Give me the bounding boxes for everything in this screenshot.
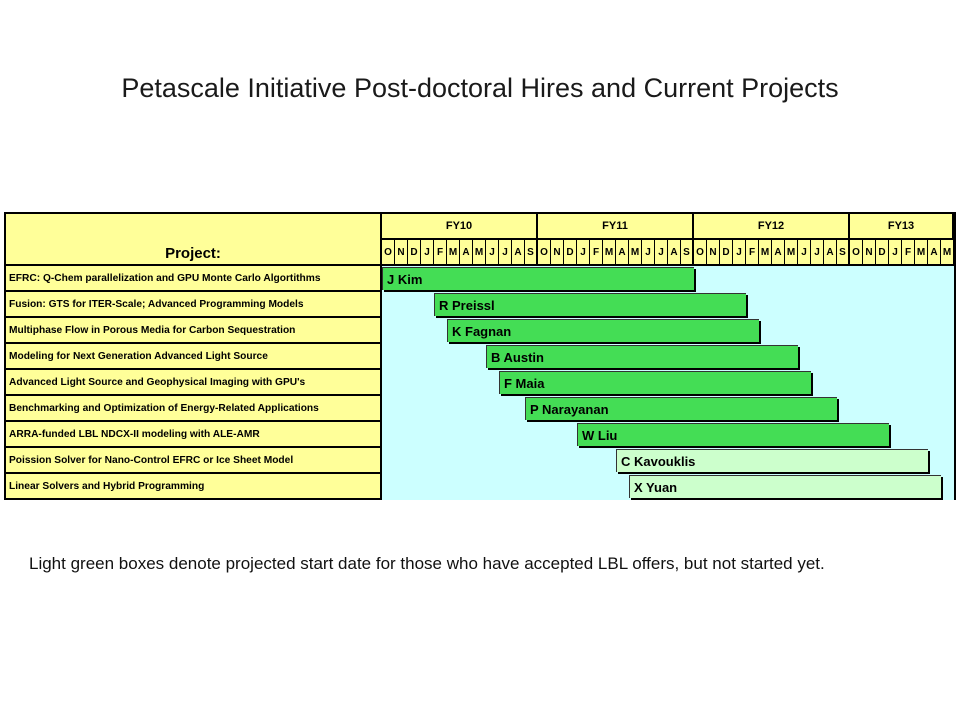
month-header: M xyxy=(603,240,616,266)
fiscal-year-header: FY11 xyxy=(538,214,694,240)
month-header: S xyxy=(681,240,694,266)
project-column-header: Project: xyxy=(6,214,382,266)
month-header: A xyxy=(668,240,681,266)
month-header: J xyxy=(655,240,668,266)
fiscal-year-header: FY10 xyxy=(382,214,538,240)
month-header: J xyxy=(733,240,746,266)
month-header: F xyxy=(434,240,447,266)
month-header: A xyxy=(928,240,941,266)
assignment-bar: R Preissl xyxy=(434,293,746,316)
month-header: A xyxy=(772,240,785,266)
assignment-bar: B Austin xyxy=(486,345,798,368)
month-header: O xyxy=(850,240,863,266)
project-gantt-chart: Project: FY10 FY11 FY12 FY13 O N D J F M A M J J A S O N D J… xyxy=(4,212,956,500)
project-row-label: Fusion: GTS for ITER-Scale; Advanced Pro… xyxy=(6,292,382,318)
month-header: N xyxy=(395,240,408,266)
month-header: M xyxy=(785,240,798,266)
month-header: S xyxy=(837,240,850,266)
month-header: N xyxy=(707,240,720,266)
month-header: D xyxy=(408,240,421,266)
project-row-label: Linear Solvers and Hybrid Programming xyxy=(6,474,382,498)
month-header: D xyxy=(564,240,577,266)
assignment-bar: K Fagnan xyxy=(447,319,759,342)
month-header: M xyxy=(915,240,928,266)
assignment-bar: F Maia xyxy=(499,371,811,394)
month-header: N xyxy=(551,240,564,266)
month-header: J xyxy=(811,240,824,266)
month-header: N xyxy=(863,240,876,266)
fiscal-year-header: FY13 xyxy=(850,214,954,240)
project-row-label: Advanced Light Source and Geophysical Im… xyxy=(6,370,382,396)
month-header: M xyxy=(629,240,642,266)
month-header: A xyxy=(824,240,837,266)
month-header: M xyxy=(759,240,772,266)
month-header: J xyxy=(577,240,590,266)
month-header: F xyxy=(746,240,759,266)
month-header: O xyxy=(382,240,395,266)
page-title: Petascale Initiative Post-doctoral Hires… xyxy=(121,73,839,103)
month-header: J xyxy=(421,240,434,266)
project-row-label: ARRA-funded LBL NDCX-II modeling with AL… xyxy=(6,422,382,448)
month-header: F xyxy=(902,240,915,266)
month-header: J xyxy=(642,240,655,266)
month-header: O xyxy=(694,240,707,266)
month-header: A xyxy=(460,240,473,266)
project-row-label: Multiphase Flow in Porous Media for Carb… xyxy=(6,318,382,344)
month-header: D xyxy=(720,240,733,266)
month-header: M xyxy=(941,240,954,266)
month-header: A xyxy=(616,240,629,266)
month-header: F xyxy=(590,240,603,266)
month-header: A xyxy=(512,240,525,266)
month-header: J xyxy=(889,240,902,266)
month-header: M xyxy=(473,240,486,266)
fiscal-year-header: FY12 xyxy=(694,214,850,240)
month-header: J xyxy=(499,240,512,266)
month-header: S xyxy=(525,240,538,266)
project-row-label: Benchmarking and Optimization of Energy-… xyxy=(6,396,382,422)
project-row-label: Modeling for Next Generation Advanced Li… xyxy=(6,344,382,370)
month-header: D xyxy=(876,240,889,266)
month-header: J xyxy=(486,240,499,266)
assignment-bar: J Kim xyxy=(382,267,694,290)
legend-note: Light green boxes denote projected start… xyxy=(29,554,825,573)
month-header: M xyxy=(447,240,460,266)
month-header: J xyxy=(798,240,811,266)
project-row-label: Poission Solver for Nano-Control EFRC or… xyxy=(6,448,382,474)
month-header: O xyxy=(538,240,551,266)
assignment-bar: X Yuan xyxy=(629,475,941,498)
project-row-label: EFRC: Q-Chem parallelization and GPU Mon… xyxy=(6,266,382,292)
assignment-bar: W Liu xyxy=(577,423,889,446)
assignment-bar: C Kavouklis xyxy=(616,449,928,472)
assignment-bar: P Narayanan xyxy=(525,397,837,420)
